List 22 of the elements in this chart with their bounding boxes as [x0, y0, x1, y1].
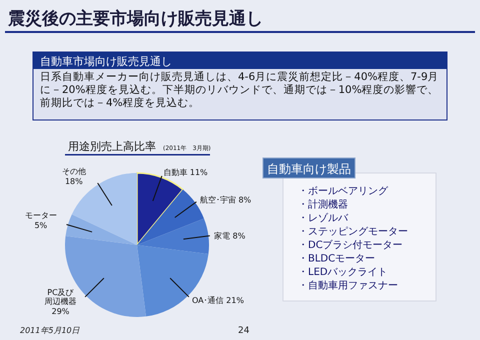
annotation: ・LEDバックライト — [298, 267, 388, 278]
annotation: 2011年5月10日 — [20, 326, 80, 335]
data-label: 家電 8% — [214, 231, 246, 240]
annotation: ・自動車用ファスナー — [298, 280, 398, 292]
data-label: PC及び周辺機器 29% — [44, 288, 77, 316]
annotation: ・ボールベアリング — [298, 186, 388, 197]
annotation: ・計測機器 — [298, 200, 348, 210]
title: 自動車向け製品 — [267, 162, 351, 176]
annotation: 24 — [238, 326, 250, 336]
annotation: ・BLDCモーター — [298, 254, 376, 264]
annotation: ・レゾルバ — [298, 213, 348, 224]
data-label: 航空･宇宙 8% — [200, 195, 252, 204]
annotation: 日系自動車メーカー向け販売見通しは、4-6月に震災前想定比－40%程度、7-9月に－20%程度を見込む。下半期のリバウンドで、通期では－10%程度の影響で、前期比では－4%程度を見込む。 — [40, 71, 440, 110]
data-label: 自動車 11% — [163, 168, 208, 177]
title: 震災後の主要市場向け販売見通し — [8, 9, 263, 29]
data-label: モーター 5% — [24, 211, 58, 230]
subtitle: 自動車市場向け販売見通し — [40, 55, 172, 68]
title: 用途別売上高比率 — [68, 140, 156, 153]
annotation: ・DCブラシ付モーター — [298, 240, 403, 251]
data-label: OA･通信 21% — [192, 296, 244, 305]
annotation: ・ステッピングモーター — [298, 226, 408, 238]
data-label: その他 18% — [60, 167, 87, 186]
